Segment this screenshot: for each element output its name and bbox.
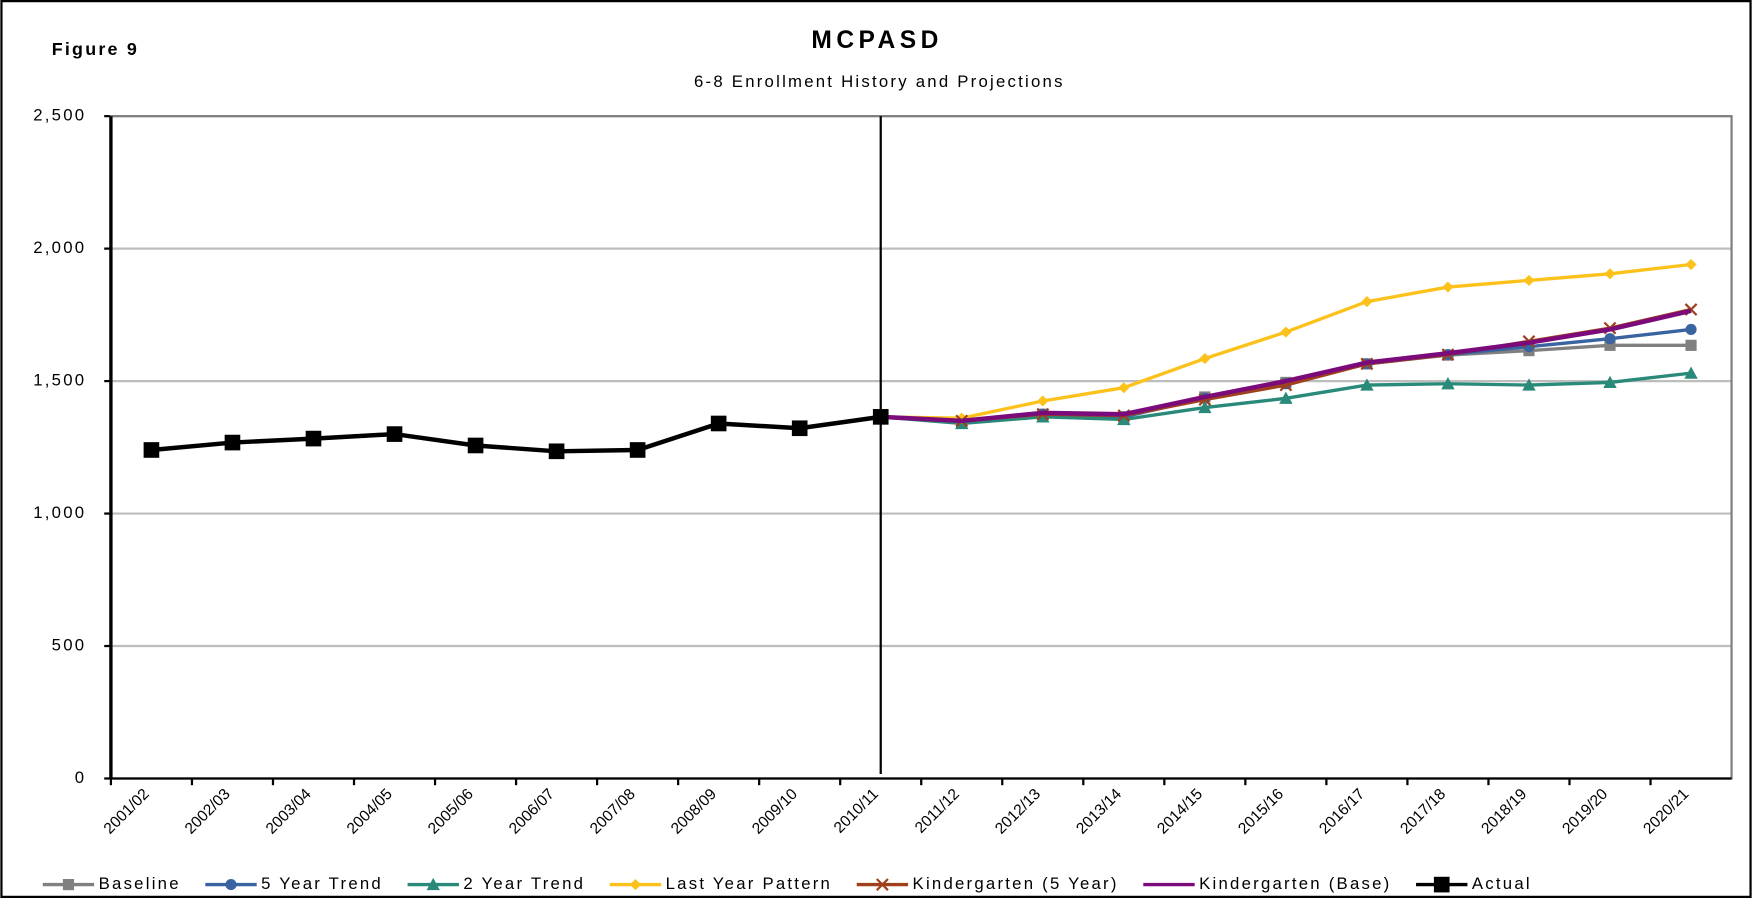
figure-label: Figure 9 [52,39,139,59]
marker [1685,339,1697,351]
marker [1604,333,1616,345]
marker [629,879,642,891]
legend-label: 5 Year Trend [261,874,383,893]
y-tick-label: 1,500 [33,371,86,390]
y-tick-label: 2,000 [33,238,86,257]
legend-label: Baseline [99,874,181,893]
marker [1684,366,1698,379]
chart-title: MCPASD [811,27,942,54]
marker [386,426,403,442]
marker [1685,323,1697,336]
marker [791,420,808,437]
marker [548,443,565,460]
marker [876,878,889,891]
marker [1117,412,1131,426]
marker [629,442,646,458]
legend-label: 2 Year Trend [463,874,585,893]
marker [143,442,160,458]
marker [1036,410,1050,423]
legend-label: Kindergarten (Base) [1199,874,1391,893]
marker [467,437,484,454]
marker [1198,400,1212,414]
series-line [151,414,882,454]
marker [1441,377,1455,390]
marker [1442,281,1454,293]
marker [1037,395,1049,407]
marker [1522,378,1536,391]
marker [1360,378,1374,391]
marker [1199,352,1211,365]
y-tick-label: 0 [75,768,87,787]
legend-item: Actual [1416,874,1532,893]
marker [872,409,889,425]
series-line [880,308,1692,424]
marker [1118,382,1130,394]
marker [62,879,75,891]
y-tick-label: 500 [52,635,87,654]
marker [1604,339,1616,351]
marker [1603,375,1617,389]
legend-item: Last Year Pattern [609,874,833,893]
marker [1279,391,1293,404]
legend-label: Actual [1472,874,1532,893]
marker [224,434,241,451]
legend-item: Kindergarten (Base) [1143,874,1391,893]
legend-item: 5 Year Trend [205,874,383,893]
legend-label: Last Year Pattern [666,874,833,893]
legend-label: Kindergarten (5 Year) [913,874,1119,893]
legend-item: Baseline [42,874,181,893]
marker [225,879,237,891]
marker [1433,876,1450,893]
marker [426,877,440,891]
marker [1685,258,1697,271]
marker [305,430,322,447]
y-tick-label: 1,000 [33,503,86,522]
legend-item: Kindergarten (5 Year) [856,874,1119,893]
chart-subtitle: 6-8 Enrollment History and Projections [694,72,1065,91]
legend-item: 2 Year Trend [407,874,585,893]
marker [1361,296,1373,308]
y-tick-label: 2,500 [33,106,86,125]
marker [710,415,727,432]
